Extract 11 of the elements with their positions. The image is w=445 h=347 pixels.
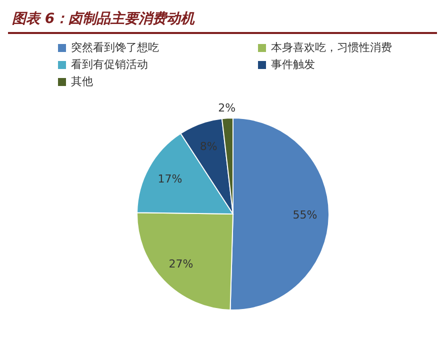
chart-title: 图表 6：卤制品主要消费动机 [8,8,437,34]
legend-label: 本身喜欢吃，习惯性消费 [271,40,392,55]
legend-label: 突然看到馋了想吃 [71,40,159,55]
data-label: 27% [168,257,194,270]
legend-label: 看到有促销活动 [71,57,148,72]
legend-label: 其他 [71,74,93,89]
legend-label: 事件触发 [271,57,315,72]
data-label: 17% [158,172,182,186]
data-label: 2% [218,102,236,115]
data-label: 8% [200,140,218,153]
data-label: 55% [292,208,318,222]
